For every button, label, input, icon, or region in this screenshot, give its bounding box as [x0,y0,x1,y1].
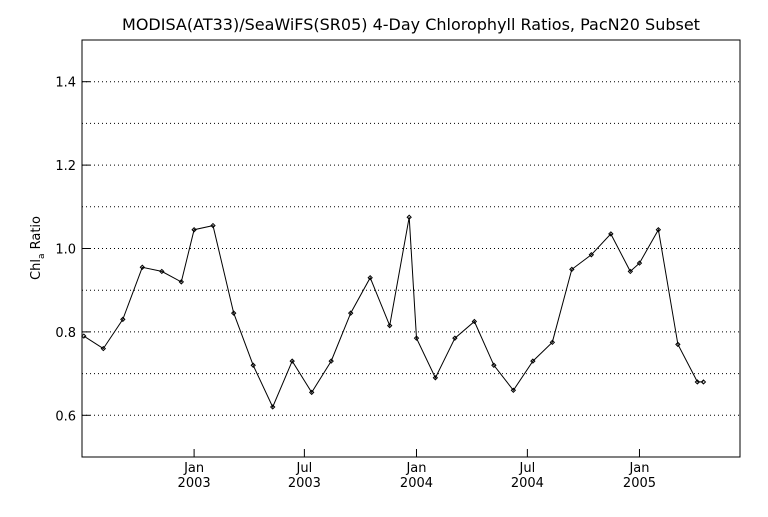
y-axis-label: Chla Ratio [29,216,47,280]
data-point [250,362,256,368]
data-point [694,379,701,385]
x-tick-year: 2003 [288,476,321,491]
data-point [289,358,295,364]
x-tick-year: 2004 [511,476,544,491]
y-tick-label: 1.2 [55,159,76,174]
data-point [588,252,595,258]
data-point [432,375,439,381]
data-point [452,335,458,341]
data-point [675,341,681,348]
data-point [491,362,497,368]
data-point [269,404,276,410]
series [81,214,707,410]
data-point [139,264,146,270]
y-tick-label: 0.8 [55,326,76,341]
data-point [700,379,707,385]
data-point [569,266,575,273]
y-axis-label-main: Chl [29,259,44,280]
x-tick-month: Jul [296,461,313,476]
data-point [159,268,165,275]
x-tick-month: Jul [519,461,536,476]
data-point [510,387,517,393]
x-tick-month: Jan [183,461,204,476]
y-axis: 0.6 0.8 1.0 1.2 1.4 [55,76,90,424]
data-point [81,333,87,339]
data-point [191,227,197,233]
data-point [328,358,334,364]
data-point [210,222,216,229]
data-point [549,339,556,346]
x-tick-month: Jan [405,461,426,476]
y-tick-label: 0.6 [55,409,76,424]
data-point [530,358,536,364]
data-point [367,274,373,281]
x-tick-year: 2004 [400,476,433,491]
x-tick-year: 2003 [178,476,211,491]
y-tick-label: 1.4 [55,76,76,91]
y-axis-label-sub: a [37,254,47,260]
data-point [120,316,126,323]
data-point [100,345,107,352]
data-point [230,310,237,316]
data-point [471,318,478,325]
data-point [636,260,643,266]
data-point [347,310,354,316]
x-tick-year: 2005 [623,476,656,491]
data-point [308,389,315,396]
grid [82,81,740,416]
x-tick-month: Jan [628,461,649,476]
data-point [655,227,662,233]
series-line [83,217,704,409]
data-point [406,214,412,220]
y-tick-label: 1.0 [55,243,76,258]
data-point [386,322,393,329]
data-point [413,335,420,341]
data-point [627,268,634,275]
chart-title: MODISA(AT33)/SeaWiFS(SR05) 4-Day Chlorop… [122,15,700,34]
y-axis-label-rest: Ratio [29,216,44,254]
data-point [178,279,185,285]
data-point [608,231,614,237]
